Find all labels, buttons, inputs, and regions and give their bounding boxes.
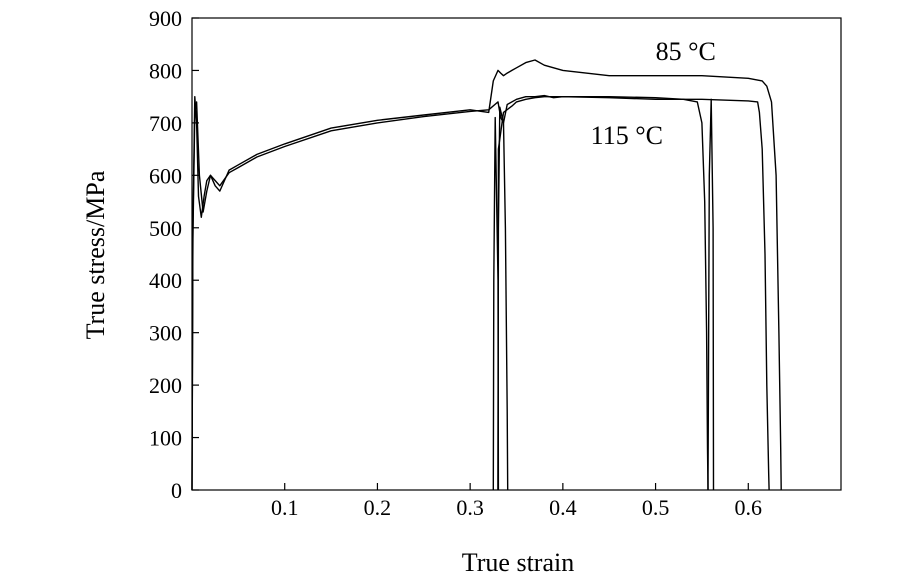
y-axis-ticks: 0 100 200 300 400 500 600 700 800 900 <box>149 6 199 503</box>
y-tick-label: 100 <box>149 426 182 451</box>
y-tick-label: 600 <box>149 163 182 188</box>
series-line-4 <box>497 106 509 491</box>
x-tick-label: 0.2 <box>364 495 392 520</box>
series-layer <box>191 59 782 491</box>
x-tick-label: 0.5 <box>642 495 670 520</box>
y-tick-label: 200 <box>149 373 182 398</box>
series-line-2 <box>191 94 770 491</box>
x-tick-label: 0.1 <box>271 495 299 520</box>
x-tick-label: 0.6 <box>735 495 763 520</box>
y-tick-label: 400 <box>149 268 182 293</box>
series-line-5 <box>497 95 709 491</box>
annotation-label: 85 °C <box>656 37 716 66</box>
annotation-layer: 85 °C 115 °C <box>591 37 716 150</box>
plot-frame <box>191 17 842 491</box>
y-tick-label: 0 <box>171 478 182 503</box>
x-tick-label: 0.4 <box>549 495 577 520</box>
y-tick-label: 800 <box>149 58 182 83</box>
x-tick-label: 0.3 <box>456 495 484 520</box>
annotation-label: 115 °C <box>591 121 663 150</box>
y-tick-label: 300 <box>149 321 182 346</box>
x-axis-ticks: 0.1 0.2 0.3 0.4 0.5 0.6 <box>271 483 762 520</box>
series-line-1 <box>191 59 782 491</box>
y-tick-label: 500 <box>149 216 182 241</box>
x-axis-label: True strain <box>462 548 574 577</box>
y-tick-label: 900 <box>149 6 182 31</box>
y-tick-label: 700 <box>149 111 182 136</box>
series-line-6 <box>707 98 715 491</box>
y-axis-label: True stress/MPa <box>81 170 110 339</box>
